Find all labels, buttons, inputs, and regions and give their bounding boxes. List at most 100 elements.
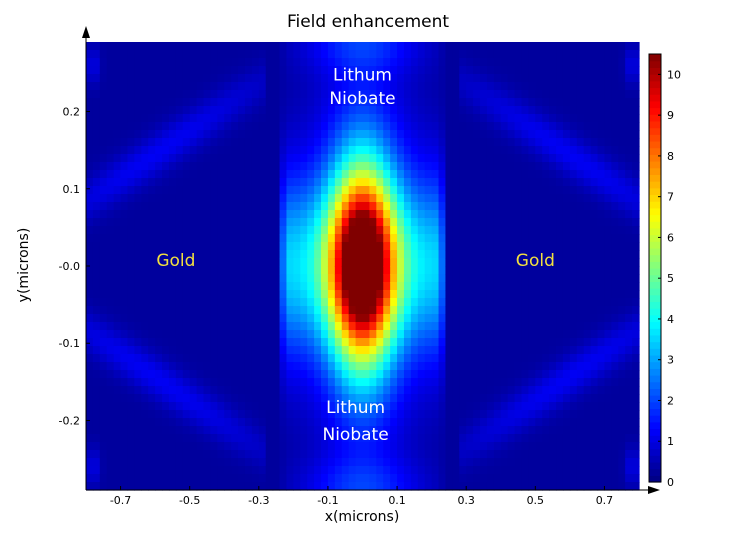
heatmap-cell xyxy=(445,218,453,227)
heatmap-cell xyxy=(286,114,294,123)
heatmap-cell xyxy=(618,474,626,483)
heatmap-cell xyxy=(569,434,578,443)
heatmap-cell xyxy=(542,146,550,155)
heatmap-cell xyxy=(189,242,198,251)
heatmap-cell xyxy=(424,290,433,299)
heatmap-cell xyxy=(327,138,336,147)
heatmap-cell xyxy=(251,386,260,395)
heatmap-cell xyxy=(556,434,564,443)
heatmap-cell xyxy=(92,474,101,483)
heatmap-cell xyxy=(473,202,481,211)
heatmap-cell xyxy=(307,450,315,459)
heatmap-cell xyxy=(286,426,294,435)
heatmap-cell xyxy=(376,194,384,203)
heatmap-cell xyxy=(314,202,322,211)
heatmap-cell xyxy=(569,362,578,371)
heatmap-cell xyxy=(500,66,509,75)
heatmap-cell xyxy=(376,178,384,187)
heatmap-cell xyxy=(403,346,412,355)
heatmap-cell xyxy=(466,74,474,83)
heatmap-cell xyxy=(562,50,571,59)
colorbar-segment xyxy=(649,127,661,135)
heatmap-cell xyxy=(106,474,115,483)
heatmap-cell xyxy=(203,242,212,251)
heatmap-cell xyxy=(210,178,218,187)
heatmap-cell xyxy=(162,50,170,59)
heatmap-cell xyxy=(244,250,253,259)
colorbar-segment xyxy=(649,294,661,303)
heatmap-cell xyxy=(341,322,350,331)
heatmap-cell xyxy=(155,74,163,83)
heatmap-cell xyxy=(556,450,564,459)
heatmap-cell xyxy=(182,138,191,147)
heatmap-cell xyxy=(424,42,433,51)
heatmap-cell xyxy=(175,434,184,443)
heatmap-cell xyxy=(556,298,564,307)
heatmap-cell xyxy=(168,434,177,443)
heatmap-cell xyxy=(238,106,246,115)
heatmap-cell xyxy=(141,434,149,443)
heatmap-cell xyxy=(244,82,253,91)
heatmap-cell xyxy=(134,98,142,107)
heatmap-cell xyxy=(106,402,115,411)
heatmap-cell xyxy=(341,122,350,131)
colorbar-segment xyxy=(649,388,661,396)
heatmap-cell xyxy=(438,226,447,235)
colorbar-segment xyxy=(649,187,661,196)
heatmap-cell xyxy=(244,306,253,315)
heatmap-cell xyxy=(590,162,599,171)
heatmap-cell xyxy=(355,442,364,451)
heatmap-cell xyxy=(535,170,543,179)
heatmap-cell xyxy=(162,202,170,211)
heatmap-cell xyxy=(569,442,578,451)
heatmap-cell xyxy=(493,162,502,171)
heatmap-cell xyxy=(486,242,495,251)
heatmap-cell xyxy=(383,202,391,211)
heatmap-cell xyxy=(341,130,350,139)
heatmap-cell xyxy=(410,122,419,131)
heatmap-cell xyxy=(369,154,377,163)
heatmap-cell xyxy=(134,314,142,323)
heatmap-cell xyxy=(210,130,218,139)
heatmap-cell xyxy=(314,474,322,483)
heatmap-cell xyxy=(417,194,426,203)
heatmap-cell xyxy=(493,450,502,459)
heatmap-cell xyxy=(355,130,364,139)
heatmap-cell xyxy=(231,114,239,123)
heatmap-cell xyxy=(549,378,557,387)
heatmap-cell xyxy=(549,130,557,139)
heatmap-cell xyxy=(590,74,599,83)
heatmap-cell xyxy=(632,290,640,299)
heatmap-cell xyxy=(321,98,329,107)
heatmap-cell xyxy=(583,218,592,227)
heatmap-cell xyxy=(127,90,135,99)
heatmap-cell xyxy=(127,154,135,163)
heatmap-cell xyxy=(632,50,640,59)
heatmap-cell xyxy=(397,250,405,259)
heatmap-cell xyxy=(611,410,619,419)
heatmap-cell xyxy=(265,178,274,187)
heatmap-cell xyxy=(203,434,212,443)
heatmap-cell xyxy=(424,458,433,467)
heatmap-cell xyxy=(542,378,550,387)
heatmap-cell xyxy=(286,290,294,299)
heatmap-cell xyxy=(611,466,619,475)
heatmap-cell xyxy=(224,274,232,283)
heatmap-cell xyxy=(569,234,578,243)
heatmap-cell xyxy=(500,170,509,179)
heatmap-cell xyxy=(424,74,433,83)
heatmap-cell xyxy=(314,338,322,347)
heatmap-cell xyxy=(182,186,191,195)
heatmap-cell xyxy=(196,394,205,403)
heatmap-cell xyxy=(300,218,308,227)
heatmap-cell xyxy=(307,226,315,235)
heatmap-cell xyxy=(203,450,212,459)
heatmap-cell xyxy=(466,314,474,323)
heatmap-cell xyxy=(106,362,115,371)
heatmap-cell xyxy=(397,434,405,443)
heatmap-cell xyxy=(618,250,626,259)
heatmap-cell xyxy=(521,306,529,315)
heatmap-cell xyxy=(293,338,301,347)
heatmap-cell xyxy=(106,98,115,107)
heatmap-cell xyxy=(397,138,405,147)
